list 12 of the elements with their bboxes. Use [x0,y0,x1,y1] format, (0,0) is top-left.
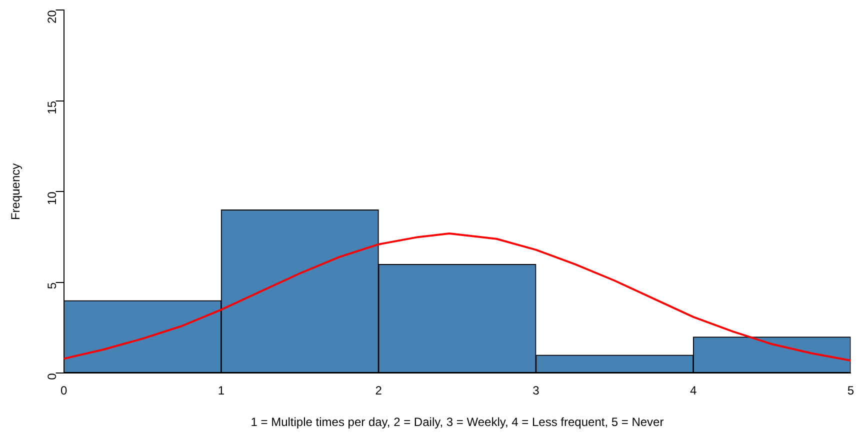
y-tick-label: 20 [45,10,60,24]
y-axis-title: Frequency [8,163,23,220]
y-tick-label: 0 [45,372,60,380]
x-axis-title: 1 = Multiple times per day, 2 = Daily, 3 = Weekly, 4 = Less frequent, 5 = Never [250,415,664,430]
x-tick-label: 2 [375,384,382,398]
y-tick-label: 15 [45,100,60,114]
y-tick-label: 10 [45,191,60,206]
x-tick-label: 3 [532,384,540,398]
x-tick-label: 1 [218,384,225,398]
x-tick-label: 4 [690,384,697,398]
x-tick-label: 5 [847,384,854,398]
y-tick-label: 5 [45,282,60,290]
